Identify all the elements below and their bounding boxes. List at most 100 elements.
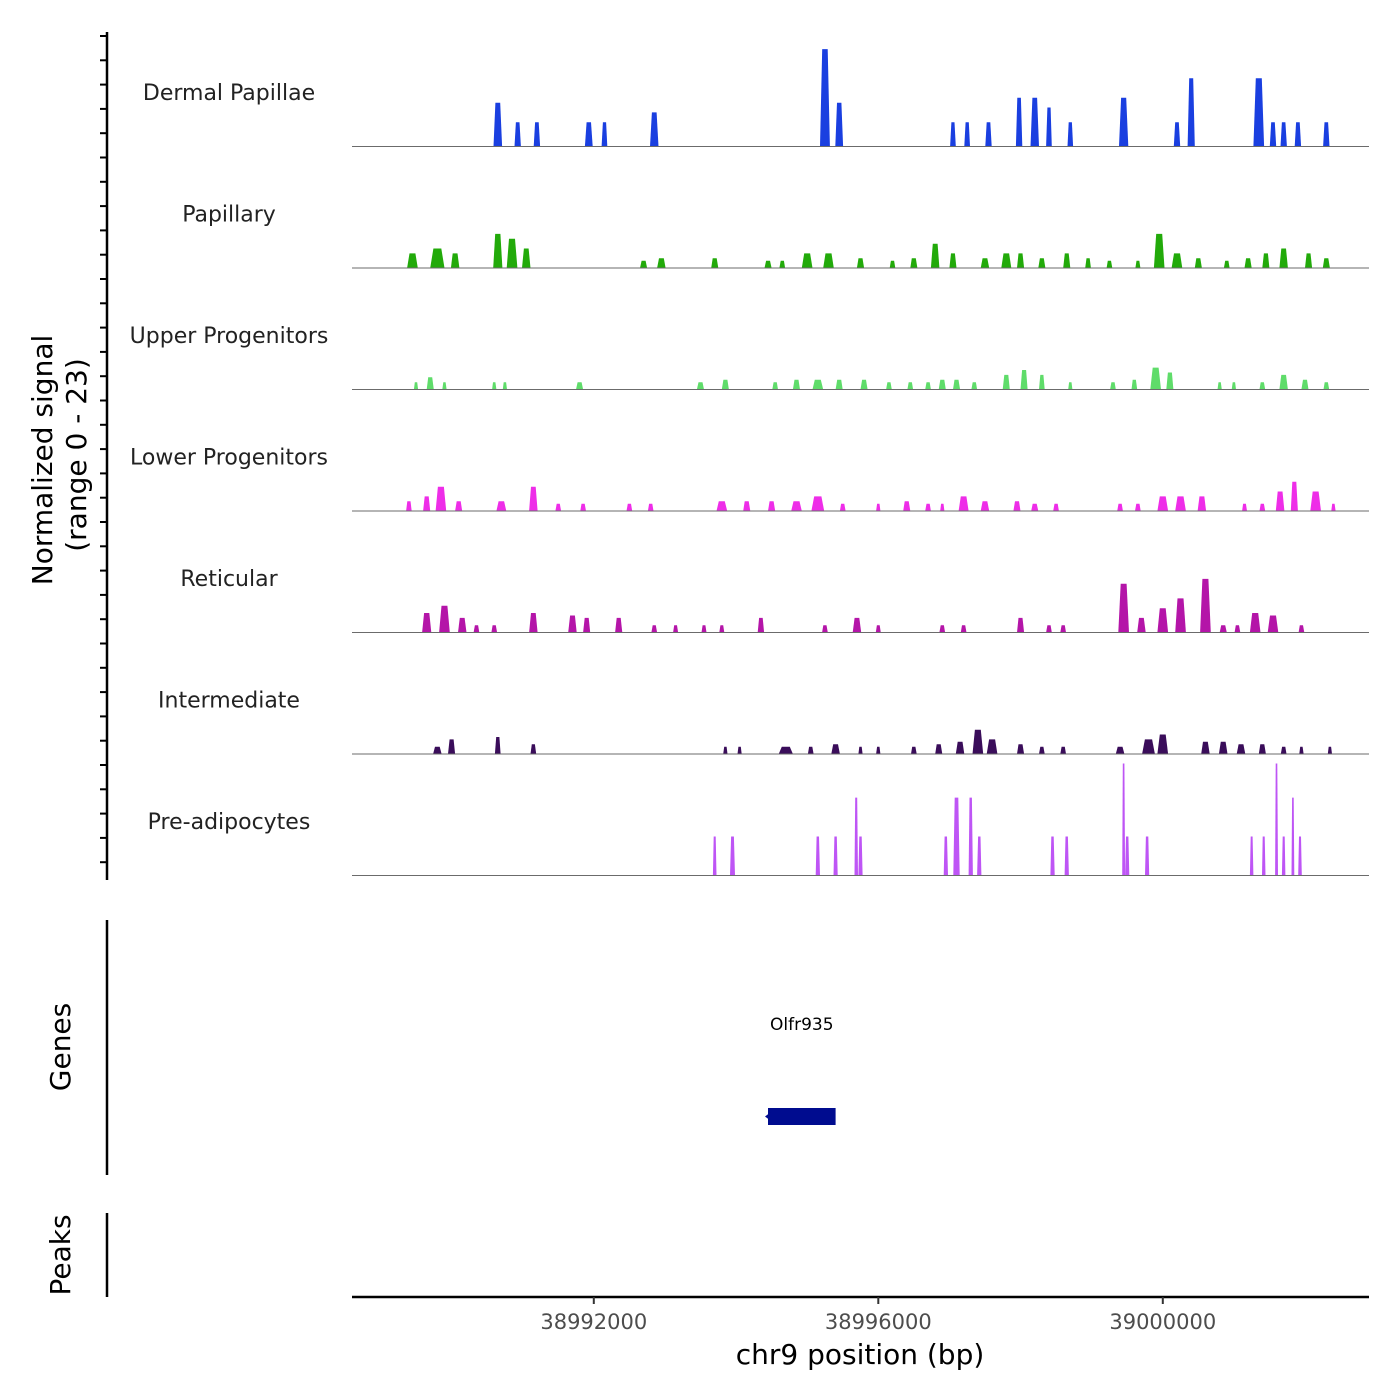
signal-peak [1157,608,1169,633]
signal-peak [1117,503,1123,511]
signal-peak [985,122,992,147]
signal-peak [1064,836,1069,876]
signal-peak [529,613,538,633]
signal-peak [1267,615,1279,633]
signal-peak [943,836,948,876]
signal-peak [1135,503,1141,511]
signal-peak [876,503,881,511]
signal-peak [960,625,967,633]
signal-peak [1327,746,1332,754]
signal-peak [1294,122,1302,147]
signal-y-axis-ticks [100,35,107,864]
signal-peak [953,797,960,876]
signal-peak [1291,797,1295,876]
signal-peak [1305,253,1313,268]
x-tick-label: 38996000 [825,1310,932,1334]
signal-peak [1259,382,1266,390]
signal-peak [1249,613,1261,633]
signal-peak [494,737,501,754]
signal-peak [835,102,844,147]
signal-peak [1157,496,1169,511]
signal-peak [1015,97,1023,147]
signal-peak [986,739,998,754]
signal-peak [530,744,537,754]
signal-peak [907,382,914,390]
signal-peak [448,739,456,754]
signal-peak [980,501,990,511]
signal-peak [1166,372,1174,390]
signal-peak [1068,382,1073,390]
signal-peak [522,248,531,268]
signal-peak [433,746,442,754]
signal-peak [1280,746,1287,754]
signal-peak [1259,503,1266,511]
gene-strand-arrow [765,1112,771,1121]
track-papillary: Papillary [182,203,1369,269]
signal-peak [1279,248,1288,268]
signal-peak [1253,78,1265,147]
signal-peak [791,501,802,511]
signal-peak [768,501,776,511]
signal-peak [1119,97,1129,147]
signal-peak [940,503,945,511]
x-axis-ticks: 38992000 38996000 39000000 [540,1297,1216,1334]
signal-peak [514,122,521,147]
signal-peak [1125,836,1130,876]
signal-peak [1298,836,1302,876]
x-tick-label: 38992000 [540,1310,647,1334]
track-pre-adipocytes: Pre-adipocytes [148,763,1369,876]
signal-peak [778,746,793,754]
signal-peak [491,625,498,633]
signal-peak [1017,744,1025,754]
signal-peak [721,379,729,390]
signal-peak [1194,258,1202,268]
signal-peak [1171,253,1183,268]
signal-peak [1050,836,1055,876]
signal-peak [1157,734,1169,754]
signal-peak [583,617,591,633]
x-axis-title: chr9 position (bp) [736,1338,985,1371]
signal-peak [930,243,940,268]
signal-peak [875,625,881,633]
signal-peak [701,625,707,633]
signal-peak [580,503,586,511]
signal-peak [772,382,778,390]
signal-peak [730,836,735,876]
track-label: Lower Progenitors [130,446,328,471]
signal-peak [876,746,881,754]
signal-peak [1039,374,1045,390]
signal-peak [949,253,957,268]
signal-peak [835,379,843,390]
signal-peak [1279,374,1288,390]
track-label: Dermal Papillae [143,81,315,106]
signal-peak [455,501,463,511]
signal-peak [1262,253,1270,268]
signal-peak [1013,501,1021,511]
signal-peak [584,122,593,147]
signal-peak [1135,260,1141,268]
track-label: Intermediate [158,689,300,714]
signal-peak [435,486,447,511]
signal-peak [1262,836,1266,876]
signal-peak [886,382,892,390]
signal-peak [801,253,813,268]
signal-peak [1153,233,1165,268]
signal-peak [939,625,946,633]
signal-peak [1269,122,1277,147]
signal-peak [1323,382,1330,390]
signal-peak [792,379,800,390]
signal-peak [1122,763,1126,876]
signal-peak [426,377,434,390]
track-label: Pre-adipocytes [148,810,311,835]
genes-panel-title: Genes [44,1003,77,1091]
signal-peak [854,797,858,876]
y-axis-range: (range 0 - 23) [60,358,93,552]
signal-peak [1110,382,1116,390]
signal-peak [1030,97,1039,147]
signal-peak [407,253,418,268]
signal-peak [1046,107,1052,147]
signal-peak [858,836,863,876]
track-reticular: Reticular [180,567,1369,633]
signal-peak [647,503,654,511]
signal-peak [423,496,431,511]
